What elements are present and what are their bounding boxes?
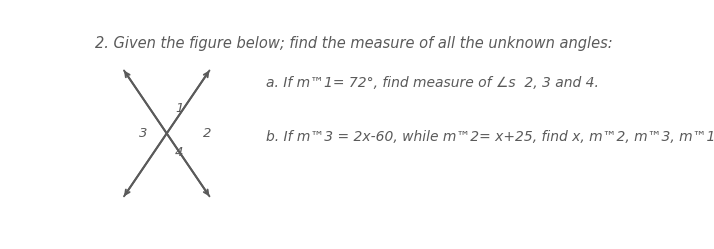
Text: 1: 1	[175, 102, 183, 115]
Text: 2. Given the figure below; find the measure of all the unknown angles:: 2. Given the figure below; find the meas…	[95, 36, 613, 51]
Text: a. If m™1= 72°, find measure of ∠s  2, 3 and 4.: a. If m™1= 72°, find measure of ∠s 2, 3 …	[266, 76, 599, 90]
Text: 4: 4	[175, 146, 183, 159]
Text: b. If m™3 = 2x-60, while m™2= x+25, find x, m™2, m™3, m™1: b. If m™3 = 2x-60, while m™2= x+25, find…	[266, 129, 714, 144]
Text: 3: 3	[139, 127, 147, 140]
Text: 2: 2	[203, 127, 211, 140]
